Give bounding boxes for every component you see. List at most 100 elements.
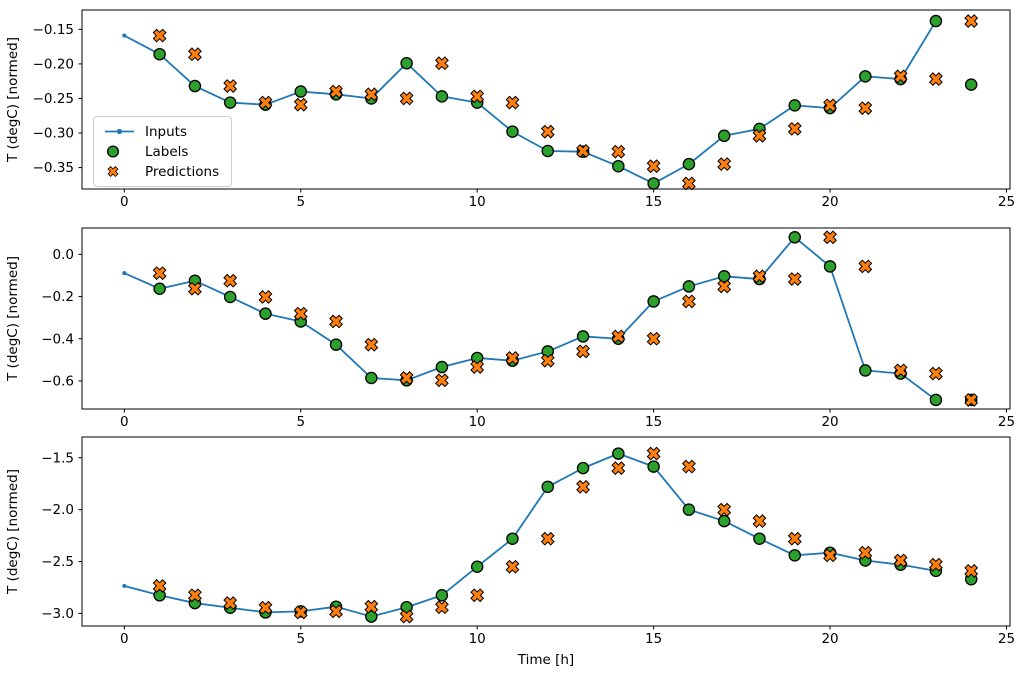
label-marker (823, 260, 837, 273)
legend-label-labels: Labels (145, 143, 189, 160)
prediction-marker (752, 128, 767, 143)
input-point (122, 33, 127, 38)
prediction-marker (505, 95, 520, 110)
input-point (122, 583, 127, 589)
y-tick-label: −2.5 (41, 554, 74, 570)
label-marker (188, 79, 202, 93)
prediction-marker (434, 56, 449, 71)
legend: Inputs Labels Predictions (93, 116, 233, 187)
prediction-marker (646, 159, 661, 174)
y-tick-label: −0.2 (41, 289, 74, 305)
label-marker (435, 90, 449, 103)
prediction-marker (399, 609, 414, 624)
x-tick-label: 25 (998, 414, 1015, 430)
x-tick-label: 20 (821, 631, 838, 647)
y-tick-label: −2.0 (41, 502, 74, 518)
label-marker (859, 70, 872, 83)
prediction-marker (470, 89, 485, 104)
y-tick-label: −1.5 (41, 450, 74, 466)
label-marker (223, 290, 237, 304)
y-axis-label: T (degC) [normed] (5, 256, 21, 382)
x-axis-label: Time [h] (517, 652, 574, 668)
prediction-marker (646, 446, 661, 461)
prediction-marker (187, 588, 202, 603)
y-axis-label: T (degC) [normed] (5, 37, 21, 163)
prediction-marker (893, 363, 908, 378)
label-marker (753, 532, 766, 545)
label-marker (788, 549, 802, 562)
x-tick-label: 25 (998, 194, 1015, 210)
prediction-marker (964, 14, 979, 28)
x-tick-label: 15 (645, 414, 662, 430)
label-marker (329, 338, 343, 351)
label-marker (612, 447, 625, 460)
legend-label-inputs: Inputs (145, 123, 187, 140)
y-tick-label: −0.30 (33, 126, 74, 142)
label-marker (153, 47, 166, 61)
prediction-marker (752, 269, 767, 284)
y-tick-label: −0.35 (33, 160, 74, 176)
predictions-x-icon (103, 164, 136, 179)
x-tick-label: 25 (998, 631, 1015, 647)
x-tick-label: 15 (645, 631, 662, 647)
prediction-marker (681, 294, 696, 309)
prediction-marker (540, 531, 555, 546)
prediction-marker (152, 266, 167, 281)
prediction-marker (293, 306, 308, 321)
prediction-marker (858, 259, 873, 274)
subplot-1: 0 5 10 15 20 25 −0.15 −0.20 −0.25 −0.30 −0.35 T (de… (5, 9, 1015, 210)
y-tick-label: −0.25 (33, 91, 74, 107)
input-point (122, 271, 127, 276)
label-marker (647, 460, 660, 473)
prediction-marker (893, 69, 908, 84)
label-marker (682, 157, 696, 171)
prediction-marker (293, 97, 308, 112)
label-marker (576, 461, 590, 475)
prediction-marker (611, 461, 626, 476)
prediction-marker (928, 366, 943, 381)
prediction-marker (152, 579, 167, 593)
axes-frame (81, 436, 1011, 627)
prediction-marker (223, 79, 238, 93)
prediction-marker (187, 281, 202, 296)
prediction-marker (258, 95, 273, 110)
prediction-marker (717, 279, 732, 294)
prediction-marker (258, 600, 273, 615)
x-tick-label: 10 (469, 414, 486, 430)
label-marker (647, 177, 660, 190)
prediction-marker (787, 272, 802, 286)
inputs-line (123, 236, 937, 401)
prediction-marker (329, 314, 343, 329)
inputs-line (123, 20, 937, 185)
prediction-marker (611, 144, 626, 159)
label-marker (435, 589, 449, 602)
prediction-marker (717, 502, 732, 517)
x-tick-label: 15 (645, 194, 662, 210)
label-marker (717, 514, 731, 528)
prediction-marker (505, 559, 520, 574)
inputs-line (124, 452, 937, 618)
y-tick-label: 0.0 (53, 247, 74, 263)
label-marker (788, 99, 802, 112)
x-tick-label: 0 (120, 414, 129, 430)
label-marker (682, 280, 696, 293)
prediction-marker (470, 360, 485, 374)
prediction-marker (893, 553, 908, 568)
label-marker (612, 159, 625, 173)
legend-item-labels: Labels (103, 143, 219, 160)
axes-frame (81, 227, 1011, 410)
prediction-marker (576, 344, 590, 359)
x-tick-label: 10 (469, 194, 486, 210)
prediction-marker (364, 599, 379, 614)
label-marker (929, 14, 943, 28)
prediction-marker (293, 605, 308, 620)
label-marker (506, 125, 519, 138)
prediction-marker (681, 176, 696, 191)
label-marker (929, 393, 943, 407)
label-marker (294, 85, 308, 98)
prediction-marker (540, 353, 555, 368)
x-tick-label: 5 (296, 631, 305, 647)
label-marker (541, 480, 555, 494)
